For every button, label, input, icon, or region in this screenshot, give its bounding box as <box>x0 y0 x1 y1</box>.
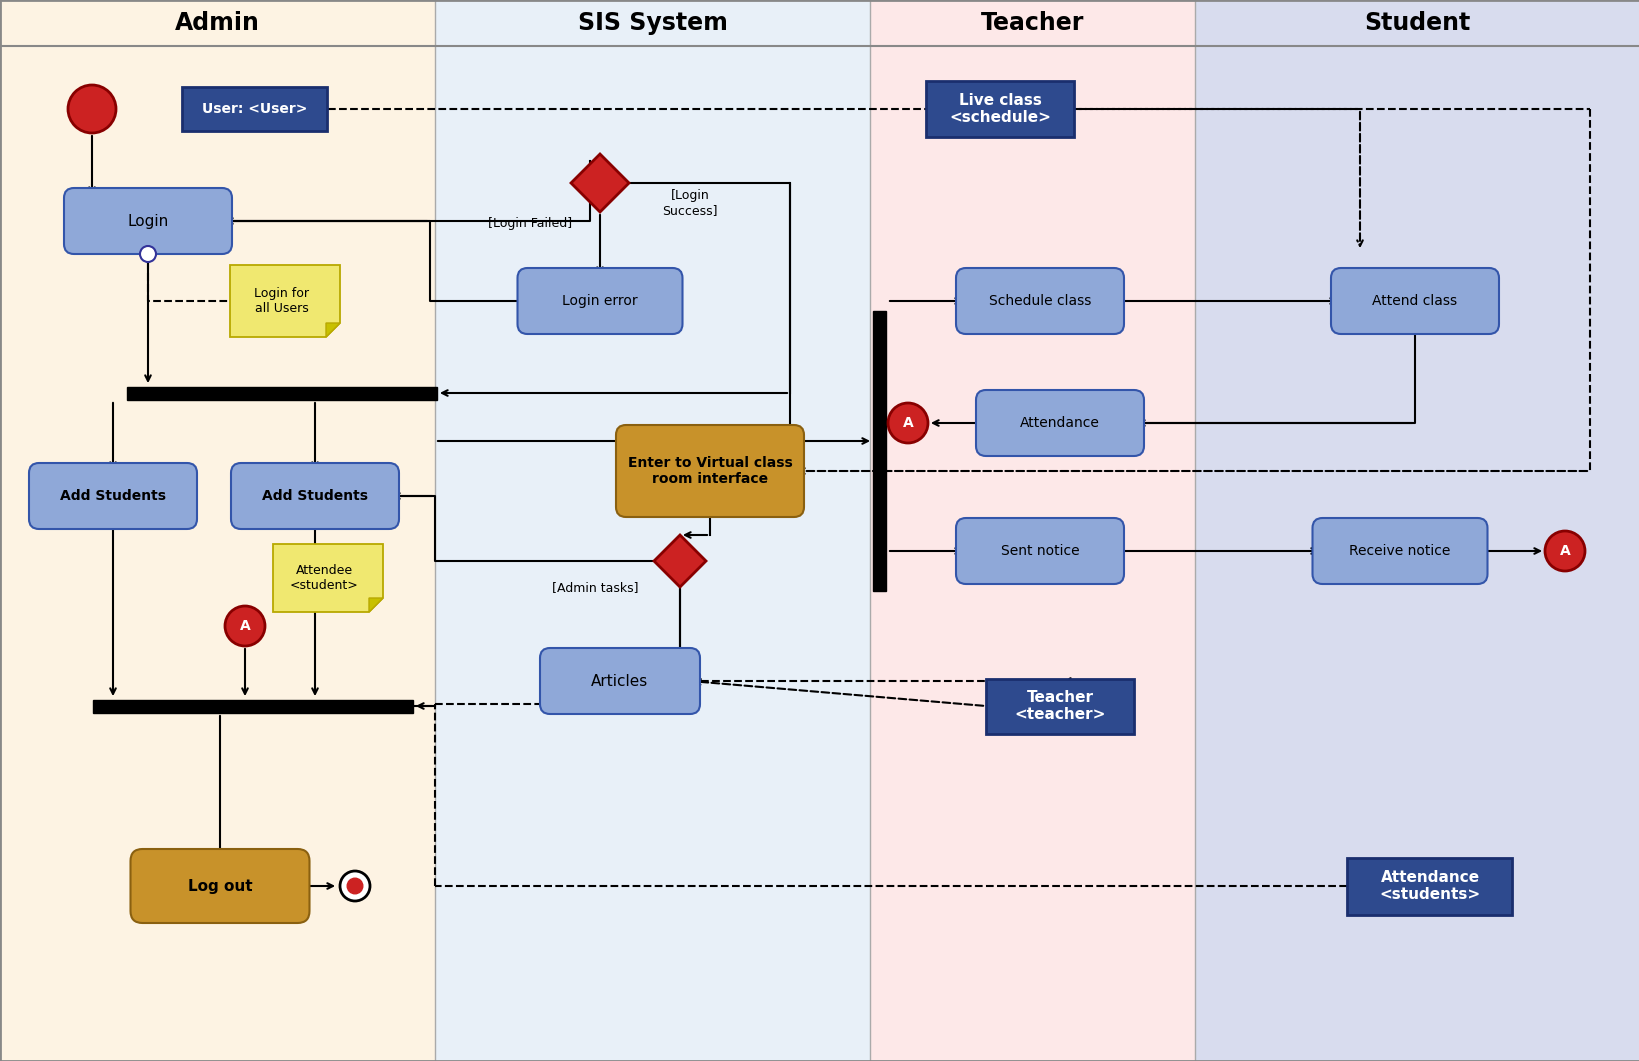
Bar <box>182 87 328 131</box>
Text: Student: Student <box>1364 11 1470 35</box>
Circle shape <box>1544 530 1583 571</box>
Bar <box>126 386 436 400</box>
FancyBboxPatch shape <box>30 463 197 529</box>
Circle shape <box>347 879 362 893</box>
Bar <box>0 0 434 1061</box>
Polygon shape <box>570 154 629 212</box>
Polygon shape <box>654 535 705 587</box>
Polygon shape <box>229 265 339 337</box>
FancyBboxPatch shape <box>1331 268 1498 334</box>
FancyBboxPatch shape <box>956 268 1123 334</box>
Text: Teacher
<teacher>: Teacher <teacher> <box>1013 690 1105 723</box>
FancyBboxPatch shape <box>616 425 803 517</box>
Text: Receive notice: Receive notice <box>1349 544 1451 558</box>
Bar <box>985 678 1133 733</box>
FancyBboxPatch shape <box>975 390 1144 456</box>
Text: Login for
all Users: Login for all Users <box>254 286 308 315</box>
Polygon shape <box>272 544 384 612</box>
Text: Admin: Admin <box>175 11 259 35</box>
Text: Schedule class: Schedule class <box>988 294 1090 308</box>
Text: Add Students: Add Students <box>262 489 367 503</box>
Bar <box>926 81 1074 137</box>
Text: Teacher: Teacher <box>980 11 1083 35</box>
Text: A: A <box>901 416 913 430</box>
Text: Attendance
<students>: Attendance <students> <box>1378 870 1480 902</box>
Text: Login error: Login error <box>562 294 638 308</box>
Polygon shape <box>369 598 384 612</box>
Bar <box>869 0 1195 1061</box>
Text: A: A <box>1559 544 1570 558</box>
Bar <box>434 0 869 1061</box>
Text: User: <User>: User: <User> <box>202 102 308 116</box>
FancyBboxPatch shape <box>231 463 398 529</box>
Polygon shape <box>326 323 339 337</box>
Text: Attend class: Attend class <box>1372 294 1457 308</box>
Text: Login: Login <box>128 213 169 228</box>
Text: Log out: Log out <box>187 879 252 893</box>
Text: Enter to Virtual class
room interface: Enter to Virtual class room interface <box>628 456 792 486</box>
Text: [Login
Success]: [Login Success] <box>662 189 718 218</box>
Bar <box>93 699 413 713</box>
Text: Add Students: Add Students <box>61 489 166 503</box>
Text: SIS System: SIS System <box>577 11 728 35</box>
FancyBboxPatch shape <box>539 648 700 714</box>
Circle shape <box>139 246 156 262</box>
Bar <box>1195 0 1639 1061</box>
Text: [Login Failed]: [Login Failed] <box>488 216 572 229</box>
Bar <box>874 311 887 591</box>
FancyBboxPatch shape <box>518 268 682 334</box>
Bar <box>1347 857 1511 915</box>
Circle shape <box>887 403 928 443</box>
FancyBboxPatch shape <box>131 849 310 923</box>
Text: Live class
<schedule>: Live class <schedule> <box>949 92 1051 125</box>
Circle shape <box>225 606 266 646</box>
Text: Attendance: Attendance <box>1019 416 1100 430</box>
FancyBboxPatch shape <box>956 518 1123 584</box>
FancyBboxPatch shape <box>1311 518 1487 584</box>
Text: [Admin tasks]: [Admin tasks] <box>551 581 638 594</box>
Circle shape <box>67 85 116 133</box>
Text: Sent notice: Sent notice <box>1000 544 1078 558</box>
FancyBboxPatch shape <box>64 188 231 254</box>
Text: Attendee
<student>: Attendee <student> <box>290 564 359 592</box>
Circle shape <box>339 871 370 901</box>
Text: A: A <box>239 619 251 633</box>
Text: Articles: Articles <box>592 674 649 689</box>
